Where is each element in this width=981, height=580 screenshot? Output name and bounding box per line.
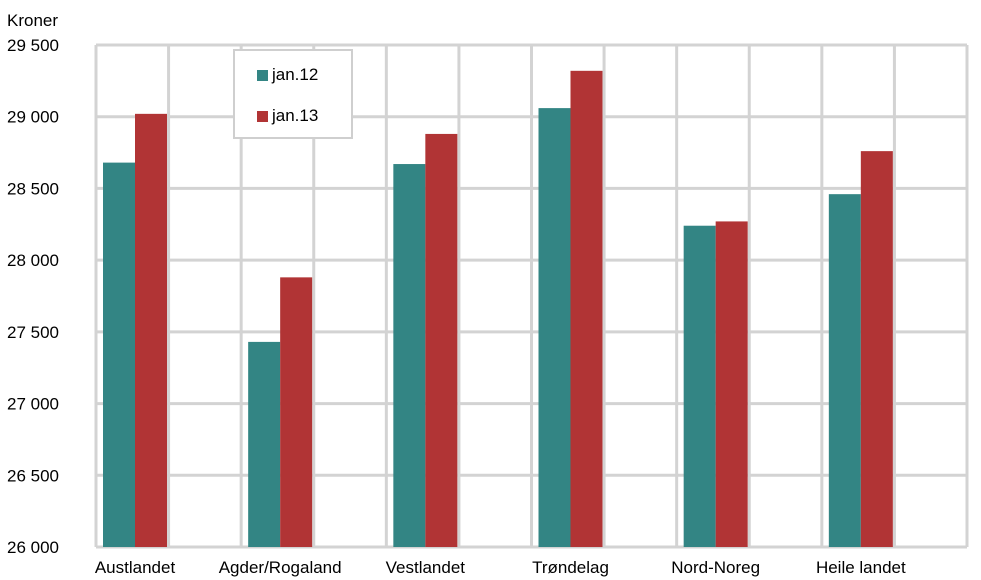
bar-jan13-1	[280, 277, 313, 547]
legend-label-jan13: jan.13	[272, 106, 319, 125]
y-axis-label: Kroner	[7, 11, 58, 30]
y-tick-label: 29 000	[7, 108, 59, 127]
legend-item-jan12: jan.12	[257, 65, 318, 85]
bars	[103, 70, 893, 548]
x-tick-label: Trøndelag	[532, 558, 609, 577]
bar-jan13-0	[135, 113, 167, 548]
x-tick-label: Heile landet	[816, 558, 906, 577]
legend-item-jan13: jan.13	[257, 106, 318, 126]
y-tick-label: 28 500	[7, 179, 59, 198]
bar-jan12-0	[103, 162, 135, 547]
y-tick-label: 28 000	[7, 251, 59, 270]
y-tick-label: 27 000	[7, 395, 59, 414]
legend-swatch-jan12	[257, 69, 268, 81]
bar-jan12-4	[683, 225, 716, 547]
x-tick-label: Vestlandet	[386, 558, 466, 577]
y-tick-label: 29 500	[7, 36, 59, 55]
x-tick-label: Nord-Noreg	[671, 558, 760, 577]
bar-jan12-5	[828, 194, 861, 547]
bar-jan12-1	[248, 341, 281, 547]
bar-jan13-2	[425, 133, 458, 547]
y-tick-label: 26 000	[7, 538, 59, 557]
y-tick-label: 27 500	[7, 323, 59, 342]
bar-jan13-3	[570, 70, 603, 548]
bar-jan12-3	[538, 108, 571, 547]
x-tick-label: Agder/Rogaland	[219, 558, 342, 577]
legend-swatch-jan13	[257, 110, 268, 122]
y-axis-ticks: 26 000 26 500 27 000 27 500 28 000 28 500 29 0…	[7, 36, 59, 557]
legend-label-jan12: jan.12	[272, 65, 319, 84]
x-axis-ticks: Austlandet Agder/Rogaland Vestlandet Trønde…	[95, 558, 906, 577]
x-tick-label: Austlandet	[95, 558, 176, 577]
bar-jan13-4	[715, 221, 748, 547]
bar-jan13-5	[860, 151, 893, 547]
legend: jan.12 jan.13	[233, 49, 353, 139]
y-tick-label: 26 500	[7, 466, 59, 485]
bar-jan12-2	[393, 164, 426, 547]
